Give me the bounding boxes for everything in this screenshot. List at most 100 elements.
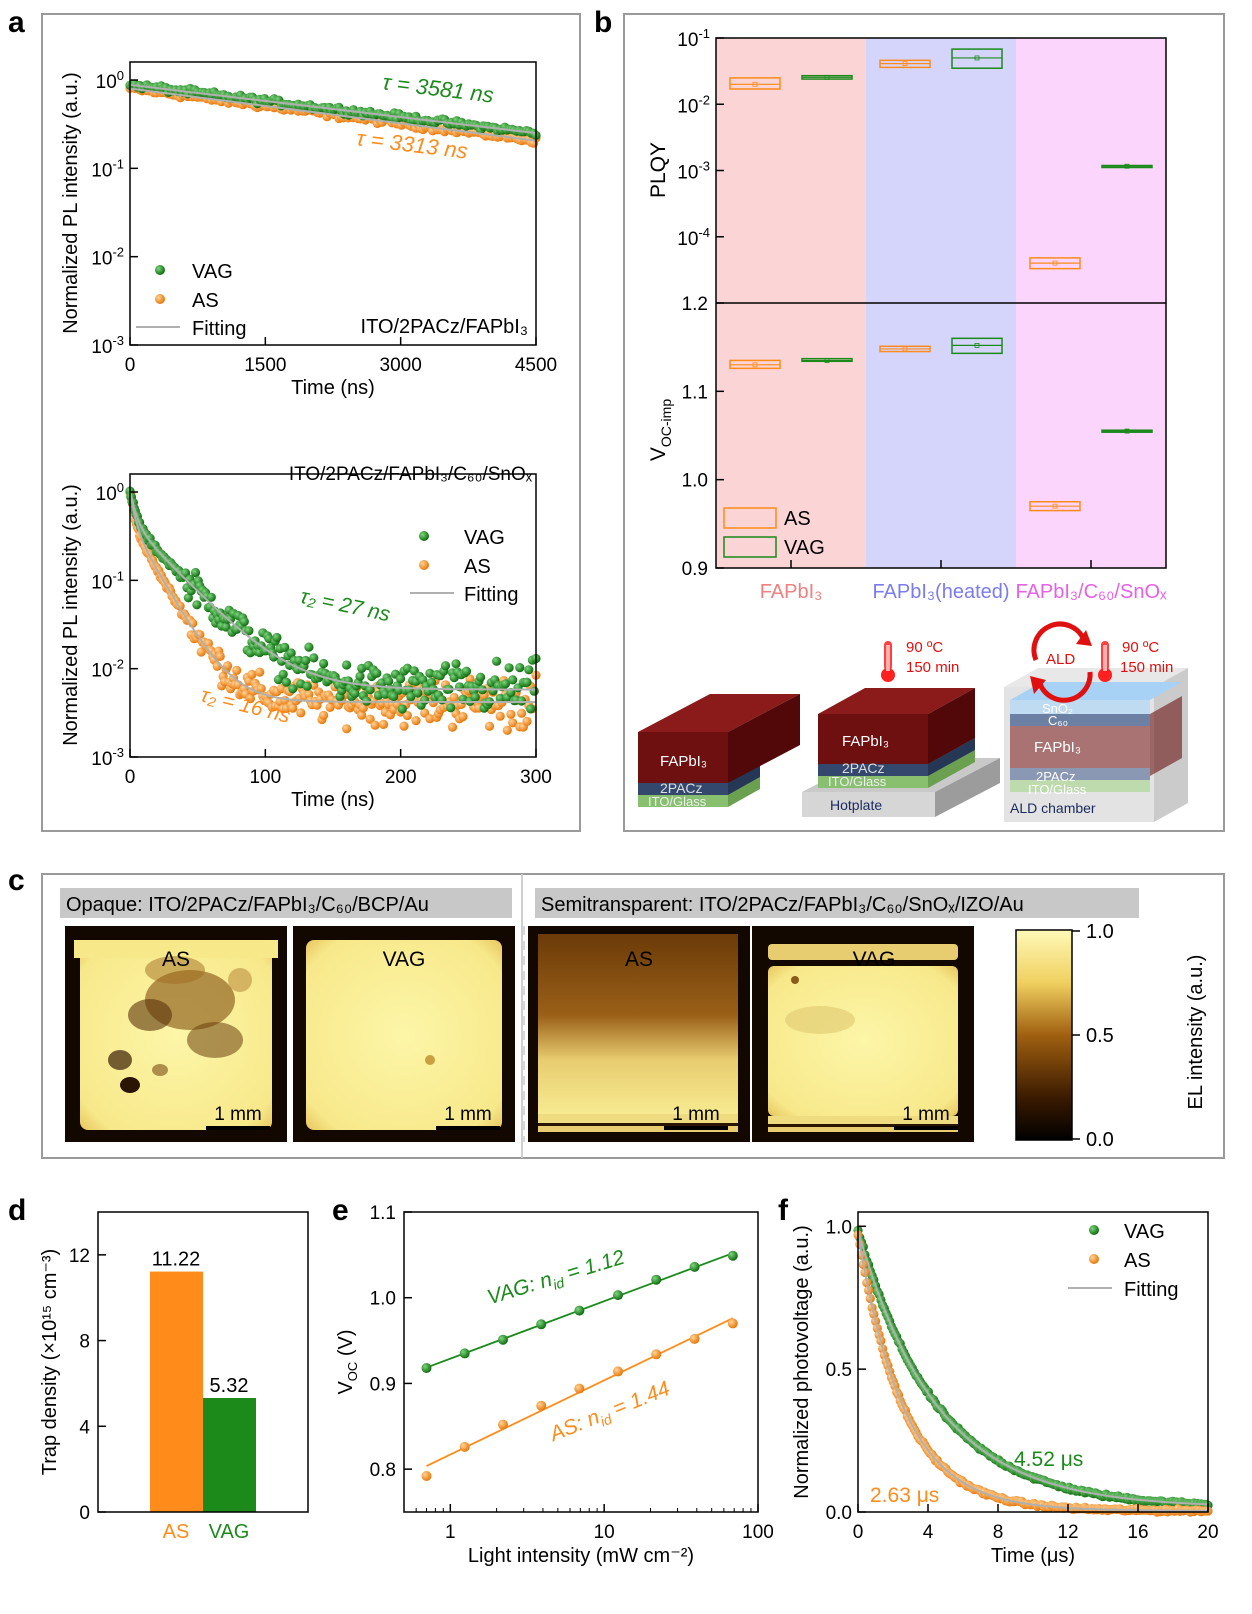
a-bottom-as-point — [255, 667, 265, 677]
a-bottom-ytick-label-base: 10 — [96, 484, 117, 505]
a-top-ytick-label-exp: -3 — [112, 333, 124, 348]
d-category-label: AS — [163, 1521, 190, 1543]
a-bottom-ytick-label-base: 10 — [91, 749, 112, 770]
a-bottom-as-point — [522, 716, 532, 727]
scalebar-1 — [206, 1126, 270, 1130]
a-top-ytick-label-base: 10 — [91, 337, 112, 358]
e-point-as — [651, 1349, 662, 1360]
a-top-xtick-label: 3000 — [380, 355, 422, 376]
el-image-opaque-vag — [293, 926, 515, 1142]
panel-a-top-xlabel: Time (ns) — [291, 377, 375, 399]
a-bottom-as-point — [212, 661, 222, 671]
a-bottom-as-point — [288, 703, 298, 713]
a-bottom-vag-point — [384, 676, 394, 686]
panel-e-plot: 1 10 100 0.8 0.9 1.0 1.1 Light intensity (mW c… — [335, 1203, 774, 1567]
b-top-ytick-label-exp: -2 — [698, 92, 710, 107]
e-point-as — [612, 1366, 623, 1377]
stack3-c60: C₆₀ — [1048, 713, 1068, 728]
a-bottom-vag-point — [365, 685, 375, 695]
a-bottom-as-point — [379, 719, 389, 730]
a-bottom-as-point — [449, 692, 459, 703]
panel-e-ylabel-main: V — [335, 1381, 357, 1395]
a-bottom-as-point — [247, 669, 257, 680]
panel-b-plot: 10-110-210-310-41.21.11.00.9 PLQY VOC-im… — [647, 26, 1167, 603]
f-xtick-label: 8 — [993, 1522, 1004, 1543]
a-bottom-fit-line — [129, 491, 536, 703]
scalebar-label-1: 1 mm — [214, 1104, 262, 1125]
a-bottom-vag-point — [319, 658, 329, 669]
thermometer-icon — [1098, 641, 1112, 682]
e-point-vag — [497, 1334, 508, 1345]
panel-a-bottom-legend-vag-marker — [419, 531, 429, 541]
b-top-ytick-label-base: 10 — [677, 96, 698, 117]
scalebar-label-2: 1 mm — [444, 1104, 492, 1125]
b-category-label: FAPbI₃(heated) — [872, 581, 1009, 603]
d-ytick-label: 8 — [79, 1332, 90, 1353]
a-bottom-vag-point — [492, 656, 502, 666]
f-xtick-label: 12 — [1057, 1522, 1078, 1543]
colorbar-tick-3: 0.0 — [1086, 1129, 1114, 1151]
b-top-ytick-label-exp: -1 — [698, 26, 710, 41]
a-bottom-vag-point — [446, 703, 456, 713]
panel-f-legend-as-marker — [1089, 1254, 1099, 1264]
a-bottom-vag-point — [286, 648, 296, 658]
a-bottom-ytick-label-exp: 0 — [117, 480, 124, 495]
a-bottom-as-point — [357, 710, 367, 720]
stack2-time: 150 min — [906, 659, 959, 676]
a-top-xtick-label: 0 — [125, 355, 136, 376]
stack2-htl: 2PACz — [842, 760, 885, 776]
b-bottom-ytick-label: 1.1 — [682, 382, 708, 403]
panel-b-bottom-mean — [752, 362, 758, 368]
e-point-vag — [459, 1348, 470, 1359]
b-top-ytick-label: 10-3 — [677, 159, 710, 184]
e-xtick-label: 1 — [445, 1522, 456, 1543]
panel-a-bottom-marks — [125, 486, 541, 735]
stack3-temp: 90 ºC — [1122, 639, 1159, 656]
stack1-perovskite: FAPbI₃ — [660, 753, 707, 770]
a-bottom-vag-point — [495, 693, 505, 703]
a-top-ytick-label-base: 10 — [96, 72, 117, 93]
panel-letter-a: a — [8, 6, 25, 39]
panel-a-bottom-legend-fit: Fitting — [464, 584, 518, 606]
panel-a-top-axes — [129, 61, 537, 346]
e-point-as — [421, 1471, 432, 1481]
a-top-ytick-label-exp: 0 — [117, 68, 124, 83]
a-top-ytick-label-base: 10 — [91, 249, 112, 270]
panel-d-plot: 11.22 AS 5.32 VAG 0 4 8 12 Trap density (×10¹⁵… — [39, 1211, 309, 1543]
a-bottom-as-point — [411, 716, 421, 726]
panel-a-top-ylabel: Normalized PL intensity (a.u.) — [60, 72, 82, 334]
e-point-vag — [689, 1261, 700, 1272]
device-stack-heated: Hotplate FAPbI₃ 2PACz ITO/Glass 90 ºC 15… — [802, 639, 1000, 817]
a-bottom-as-point — [223, 661, 233, 671]
a-bottom-as-point — [447, 722, 458, 732]
a-top-xtick-label: 4500 — [515, 355, 557, 376]
a-bottom-ytick-label-exp: -1 — [112, 568, 124, 583]
a-bottom-vag-point — [350, 688, 360, 699]
thermometer-icon — [881, 641, 895, 682]
a-bottom-vag-point — [427, 677, 437, 688]
a-bottom-vag-point — [221, 622, 231, 632]
a-bottom-vag-point — [278, 669, 288, 679]
a-bottom-vag-point — [406, 692, 416, 702]
a-bottom-vag-point — [309, 653, 319, 663]
colorbar — [1015, 929, 1073, 1141]
panel-e-ylabel: VOC (V) — [335, 1329, 360, 1394]
panel-b-schematic: FAPbI₃ 2PACz ITO/Glass Hotplate FAPbI₃ 2… — [638, 621, 1188, 822]
a-bottom-as-point — [495, 711, 505, 721]
a-bottom-vag-point — [302, 681, 312, 691]
e-point-as — [459, 1441, 470, 1452]
panel-b-bottom-mean — [1052, 503, 1058, 509]
a-bottom-vag-point — [402, 663, 412, 673]
panel-b-frame — [623, 13, 1225, 832]
e-xtick-label: 10 — [594, 1522, 615, 1543]
a-bottom-xtick-label: 200 — [385, 767, 417, 788]
f-xtick-label: 16 — [1127, 1522, 1148, 1543]
panel-c-el-images: Opaque: ITO/2PACz/FAPbI₃/C₆₀/BCP/Au Semi… — [60, 888, 1207, 1151]
e-ytick-label: 1.0 — [370, 1289, 396, 1310]
panel-c-opaque-label: Opaque: ITO/2PACz/FAPbI₃/C₆₀/BCP/Au — [66, 894, 429, 916]
a-bottom-ytick-label: 10-3 — [91, 745, 124, 770]
stack3-time: 150 min — [1120, 659, 1173, 676]
